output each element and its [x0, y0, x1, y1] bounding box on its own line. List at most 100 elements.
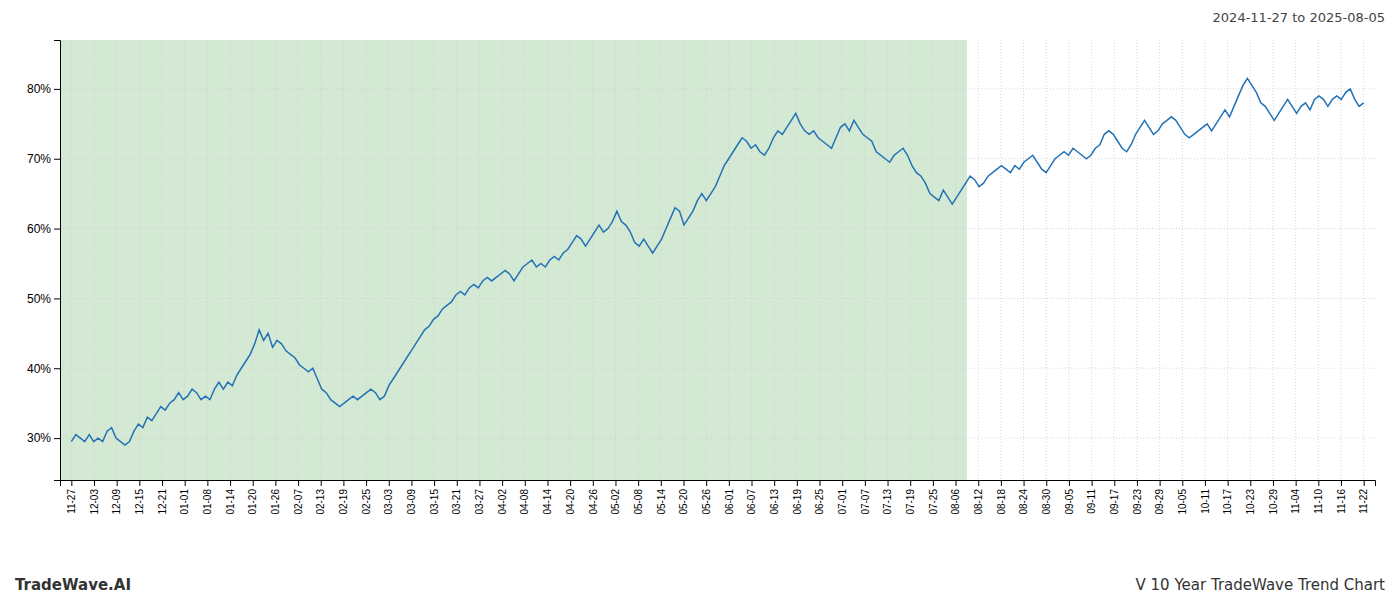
x-tick-label: 09-05 [1064, 489, 1075, 515]
x-tick: 02-19 [338, 480, 349, 515]
grid-line-x [978, 40, 979, 480]
x-tick-label: 07-07 [860, 489, 871, 515]
x-tick-mark [1114, 480, 1115, 486]
x-tick: 09-17 [1109, 480, 1120, 515]
x-tick: 06-07 [746, 480, 757, 515]
y-axis-line [54, 41, 61, 481]
x-tick: 02-07 [293, 480, 304, 515]
grid-line-x [1340, 40, 1341, 480]
grid-line-x [638, 40, 639, 480]
x-tick: 07-25 [928, 480, 939, 515]
grid-line-x [275, 40, 276, 480]
x-tick-label: 07-19 [905, 489, 916, 515]
grid-line-x [728, 40, 729, 480]
grid-line-x [1204, 40, 1205, 480]
grid-line-x [1000, 40, 1001, 480]
grid [60, 40, 1375, 480]
grid-line-x [796, 40, 797, 480]
x-tick: 04-08 [519, 480, 530, 515]
grid-line-x [388, 40, 389, 480]
x-tick: 12-03 [89, 480, 100, 515]
grid-line-x [252, 40, 253, 480]
x-tick-label: 04-26 [588, 489, 599, 515]
x-tick-label: 12-21 [157, 489, 168, 515]
x-tick: 08-18 [996, 480, 1007, 515]
y-tick-mark [54, 89, 60, 90]
x-axis: 11-2712-0312-0912-1512-2101-0101-0801-14… [61, 480, 1376, 515]
x-tick-mark [389, 480, 390, 486]
grid-line-x [1363, 40, 1364, 480]
x-tick-mark [343, 480, 344, 486]
grid-line-x [955, 40, 956, 480]
x-tick-label: 06-13 [769, 489, 780, 515]
y-tick: 40% [27, 362, 60, 376]
x-tick: 01-26 [270, 480, 281, 515]
x-tick-mark [570, 480, 571, 486]
y-tick-label: 70% [27, 152, 51, 166]
y-tick-label: 80% [27, 82, 51, 96]
x-tick-mark [797, 480, 798, 486]
x-tick-label: 04-02 [497, 489, 508, 515]
x-tick-label: 05-26 [701, 489, 712, 515]
x-tick-label: 08-24 [1018, 489, 1029, 515]
x-axis-line [61, 481, 1376, 487]
x-tick: 07-13 [882, 480, 893, 515]
grid-line-x [570, 40, 571, 480]
y-tick: 30% [27, 431, 60, 445]
grid-line-x [615, 40, 616, 480]
grid-line-x [592, 40, 593, 480]
x-tick: 07-01 [837, 480, 848, 515]
x-tick-mark [910, 480, 911, 486]
x-tick-mark [774, 480, 775, 486]
x-tick-mark [366, 480, 367, 486]
y-tick-label: 60% [27, 222, 51, 236]
y-tick: 80% [27, 82, 60, 96]
x-tick: 09-23 [1132, 480, 1143, 515]
x-tick-label: 09-23 [1132, 489, 1143, 515]
x-tick-label: 02-19 [338, 489, 349, 515]
x-tick: 04-20 [565, 480, 576, 515]
x-tick: 11-22 [1358, 480, 1369, 514]
x-tick: 04-14 [542, 480, 553, 515]
x-tick: 08-24 [1018, 480, 1029, 515]
subtitle: 2024-11-27 to 2025-08-05 [1213, 10, 1385, 25]
x-tick-label: 04-14 [542, 489, 553, 515]
grid-line-x [1159, 40, 1160, 480]
x-tick-label: 02-07 [293, 489, 304, 515]
x-tick-label: 04-20 [565, 489, 576, 515]
x-tick: 03-21 [451, 480, 462, 515]
x-tick-mark [1069, 480, 1070, 486]
x-tick: 07-19 [905, 480, 916, 515]
x-tick-mark [978, 480, 979, 486]
x-tick-mark [434, 480, 435, 486]
x-tick: 06-13 [769, 480, 780, 515]
line [71, 78, 1363, 445]
x-tick-mark [729, 480, 730, 486]
x-tick-label: 01-26 [270, 489, 281, 515]
x-tick: 10-17 [1222, 480, 1233, 515]
y-tick-mark [54, 368, 60, 369]
x-tick-label: 03-15 [429, 489, 440, 515]
x-tick-label: 11-27 [66, 489, 77, 514]
x-tick-mark [615, 480, 616, 486]
chart-container: 11-2712-0312-0912-1512-2101-0101-0801-14… [0, 0, 1400, 600]
x-tick: 09-29 [1154, 480, 1165, 515]
x-tick-mark [1205, 480, 1206, 486]
x-tick-label: 12-03 [89, 489, 100, 515]
grid-line-x [1114, 40, 1115, 480]
grid-line-x [887, 40, 888, 480]
grid-line-x [94, 40, 95, 480]
x-tick-mark [1364, 480, 1365, 486]
x-tick-label: 09-17 [1109, 489, 1120, 515]
x-tick: 03-27 [474, 480, 485, 515]
x-tick-label: 10-05 [1177, 489, 1188, 515]
x-tick-mark [1250, 480, 1251, 486]
grid-line-x [71, 40, 72, 480]
x-tick: 09-11 [1086, 480, 1097, 514]
grid-line-x [230, 40, 231, 480]
x-tick-label: 05-14 [656, 489, 667, 515]
x-tick: 03-09 [406, 480, 417, 515]
x-tick: 01-14 [225, 480, 236, 515]
grid-line-x [139, 40, 140, 480]
background-layer [60, 40, 967, 480]
